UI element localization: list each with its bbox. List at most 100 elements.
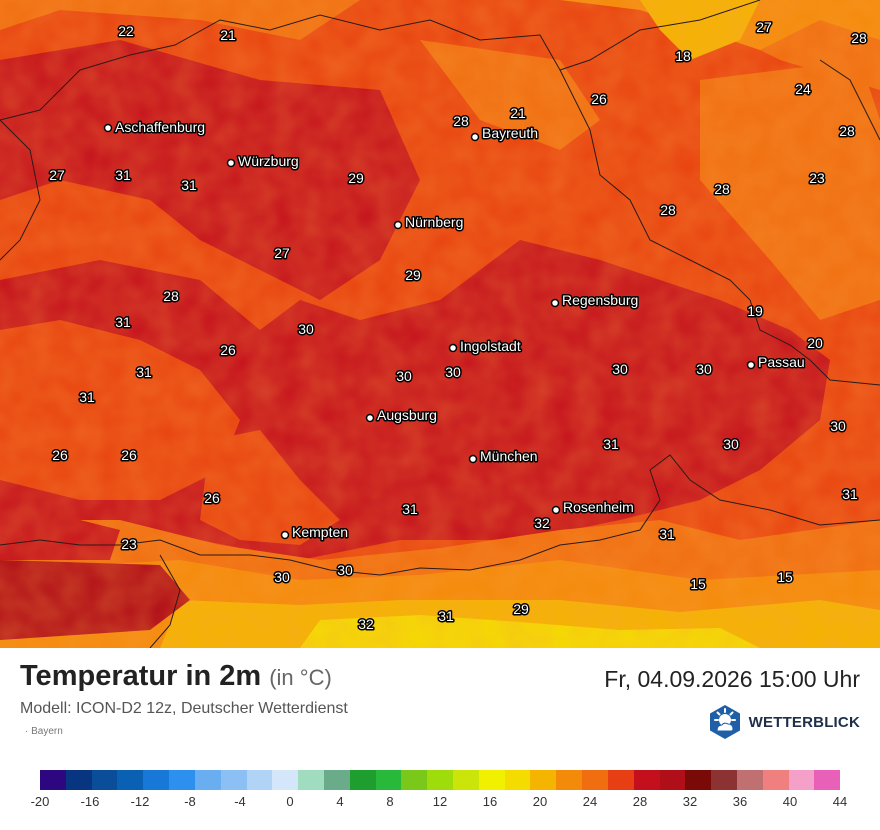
temp-value: 30 xyxy=(445,364,461,380)
scale-tick-label: 16 xyxy=(482,794,498,809)
temp-value: 32 xyxy=(358,616,374,632)
color-swatch xyxy=(453,770,479,790)
city-label-wuerzburg: Würzburg xyxy=(238,153,299,169)
scale-tick-label: -16 xyxy=(80,794,100,809)
city-dot-muenchen xyxy=(468,454,478,464)
scale-tick-label: -4 xyxy=(234,794,246,809)
color-swatch xyxy=(736,770,763,790)
color-swatch xyxy=(504,770,531,790)
scale-tick-label: 8 xyxy=(386,794,394,809)
temp-value: 30 xyxy=(830,418,846,434)
temp-value: 28 xyxy=(839,123,855,139)
temp-value: 31 xyxy=(136,364,152,380)
color-swatch xyxy=(349,770,376,790)
temp-value: 23 xyxy=(121,536,137,552)
color-swatch xyxy=(143,770,170,790)
color-scale-ticks: -20 -16 -12 -8 -4 0 4 8 12 16 20 24 28 32 36 40 44 xyxy=(31,794,848,810)
temp-value: 26 xyxy=(204,490,220,506)
color-swatch xyxy=(814,770,841,790)
map-footer: Temperatur in 2m (in °C) Fr, 04.09.2026 1… xyxy=(0,648,880,830)
scale-tick-label: 40 xyxy=(782,794,798,809)
city-dot-augsburg xyxy=(365,413,375,423)
city-markers: Aschaffenburg Würzburg Bayreuth Nürnberg… xyxy=(103,118,806,542)
color-swatch xyxy=(530,770,557,790)
color-swatch xyxy=(220,770,247,790)
temp-value: 21 xyxy=(510,105,526,121)
temp-value: 32 xyxy=(534,515,550,531)
temp-value: 15 xyxy=(690,576,706,592)
color-swatch xyxy=(427,770,453,790)
color-swatch xyxy=(194,770,221,790)
scale-tick-label: -8 xyxy=(184,794,196,809)
temp-value: 30 xyxy=(696,361,712,377)
color-swatch xyxy=(298,770,324,790)
color-swatch xyxy=(582,770,608,790)
city-label-nuernberg: Nürnberg xyxy=(405,214,463,230)
city-label-passau: Passau xyxy=(758,354,805,370)
color-swatch xyxy=(659,770,686,790)
map-title: Temperatur in 2m (in °C) xyxy=(20,660,332,693)
temp-value: 18 xyxy=(675,48,691,64)
color-swatch xyxy=(40,770,66,790)
color-swatch xyxy=(478,770,505,790)
scale-tick-label: -20 xyxy=(30,794,50,809)
temp-value: 30 xyxy=(396,368,412,384)
scale-tick-label: 36 xyxy=(732,794,748,809)
temp-value: 28 xyxy=(714,181,730,197)
city-label-regensburg: Regensburg xyxy=(562,292,638,308)
city-label-bayreuth: Bayreuth xyxy=(482,125,538,141)
region-name: Bayern xyxy=(31,726,63,737)
temp-value: 26 xyxy=(591,91,607,107)
city-dot-rosenheim xyxy=(551,505,561,515)
region-label: · Bayern xyxy=(25,726,63,737)
color-swatch xyxy=(375,770,402,790)
temp-value: 28 xyxy=(660,202,676,218)
temp-value: 31 xyxy=(659,526,675,542)
scale-tick-label: -12 xyxy=(130,794,150,809)
model-info: Modell: ICON-D2 12z, Deutscher Wetterdie… xyxy=(20,700,348,717)
temp-value: 30 xyxy=(337,562,353,578)
temperature-map: Aschaffenburg Würzburg Bayreuth Nürnberg… xyxy=(0,0,880,648)
temp-value: 28 xyxy=(163,288,179,304)
color-swatch xyxy=(401,770,428,790)
temp-value: 15 xyxy=(777,569,793,585)
terrain-texture xyxy=(0,0,880,648)
scale-tick-label: 12 xyxy=(432,794,448,809)
temp-value: 27 xyxy=(756,19,772,35)
brand-name: WETTERBLICK xyxy=(748,713,860,731)
color-swatch xyxy=(711,770,737,790)
temp-value: 23 xyxy=(809,170,825,186)
temperature-values: 22 21 27 28 18 26 24 28 21 28 27 31 31 2… xyxy=(48,18,869,634)
brand-logo: WETTERBLICK xyxy=(707,704,860,740)
temp-value: 26 xyxy=(220,342,236,358)
color-swatch xyxy=(246,770,273,790)
color-swatch xyxy=(762,770,789,790)
sun-cloud-icon xyxy=(709,705,740,739)
temp-value: 31 xyxy=(842,486,858,502)
city-dot-passau xyxy=(746,360,756,370)
city-label-aschaffenburg: Aschaffenburg xyxy=(115,119,205,135)
temp-value: 26 xyxy=(121,447,137,463)
temp-value: 21 xyxy=(220,27,236,43)
temp-value: 28 xyxy=(851,30,867,46)
temp-value: 28 xyxy=(453,113,469,129)
scale-tick-label: 0 xyxy=(286,794,294,809)
color-swatch xyxy=(556,770,583,790)
city-dot-nuernberg xyxy=(393,220,403,230)
temp-value: 27 xyxy=(274,245,290,261)
city-label-rosenheim: Rosenheim xyxy=(563,499,634,515)
temp-value: 30 xyxy=(274,569,290,585)
scale-tick-label: 44 xyxy=(832,794,848,809)
forecast-datetime: Fr, 04.09.2026 15:00 Uhr xyxy=(604,666,860,692)
temp-value: 31 xyxy=(438,608,454,624)
temp-value: 19 xyxy=(747,303,763,319)
scale-tick-label: 20 xyxy=(532,794,548,809)
temp-value: 31 xyxy=(115,167,131,183)
map-title-text: Temperatur in 2m xyxy=(20,660,262,692)
color-swatch xyxy=(323,770,350,790)
color-swatch xyxy=(65,770,92,790)
color-swatch xyxy=(685,770,712,790)
color-swatch xyxy=(788,770,815,790)
color-swatch xyxy=(117,770,144,790)
scale-tick-label: 32 xyxy=(682,794,698,809)
